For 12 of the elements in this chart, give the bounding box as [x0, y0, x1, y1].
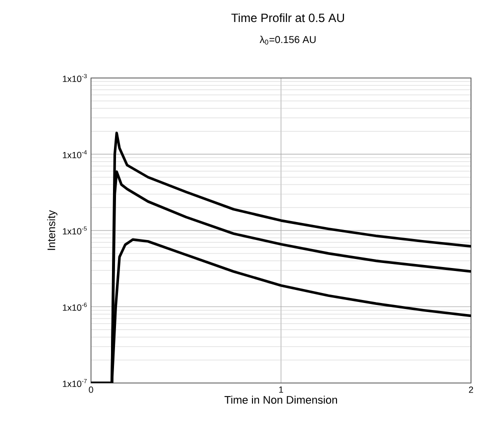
x-tick-label: 1	[279, 386, 284, 393]
x-tick-label: 2	[468, 386, 474, 393]
y-tick-label: 1x10$^{-4}$	[62, 150, 87, 158]
y-tick-label: 1x10$^{-7}$	[62, 378, 87, 387]
y-tick-label: 1x10$^{-5}$	[62, 226, 87, 234]
chart-title: Time Profilr at 0.5 AU	[231, 13, 344, 22]
chart-subtitle: λ$_{0}$=0.156 AU	[260, 36, 316, 45]
y-tick-label: 1x10$^{-3}$	[62, 74, 87, 82]
x-axis-title: Time in Non Dimension	[224, 396, 338, 404]
y-axis-title: Intensity	[47, 210, 58, 250]
x-tick-label: 0	[88, 386, 94, 393]
y-tick-label: 1x10$^{-6}$	[62, 302, 87, 311]
